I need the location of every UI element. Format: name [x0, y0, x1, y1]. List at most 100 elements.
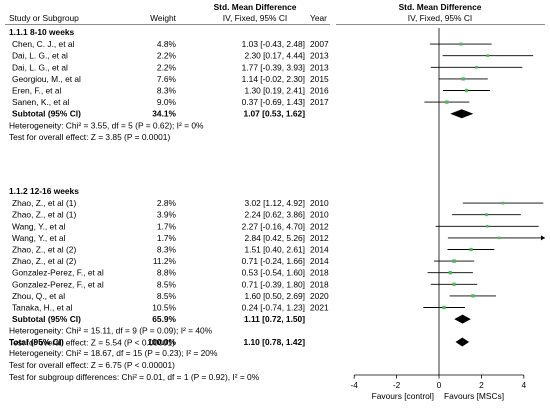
total-heterogeneity-text: Heterogeneity: Chi² = 18.67, df = 15 (P … — [9, 348, 218, 358]
study-name: Wang, Y., et al — [12, 221, 66, 231]
study-ci-text: 2.24 [0.62, 3.86] — [244, 210, 305, 220]
study-name: Sanen, K., et al — [12, 97, 69, 107]
study-name: Dai, L. G., et al — [12, 62, 68, 72]
study-ci-text: 1.14 [-0.02, 2.30] — [242, 74, 305, 84]
subtotal-diamond — [454, 314, 471, 324]
weight-column-header: Weight — [150, 13, 177, 23]
study-estimate-marker — [464, 88, 469, 93]
study-ci-text: 3.02 [1.12, 4.92] — [244, 198, 305, 208]
study-estimate-marker — [471, 294, 475, 298]
study-year: 2014 — [310, 245, 329, 255]
subtotal-ci-text: 1.07 [0.53, 1.62] — [244, 109, 306, 119]
study-ci-text: 0.71 [-0.39, 1.80] — [242, 279, 305, 289]
study-ci-text: 2.30 [0.17, 4.44] — [244, 51, 305, 61]
study-weight: 8.3% — [157, 245, 177, 255]
study-weight: 9.0% — [157, 97, 177, 107]
study-year: 2013 — [310, 62, 329, 72]
study-name: Wang, Y., et al — [12, 233, 66, 243]
study-ci-text: 1.30 [0.19, 2.41] — [244, 86, 305, 96]
study-ci-text: 0.37 [-0.69, 1.43] — [242, 97, 305, 107]
study-year: 2013 — [310, 51, 329, 61]
study-weight: 1.7% — [157, 221, 177, 231]
subtotal-label: Subtotal (95% CI) — [12, 314, 81, 324]
study-estimate-marker — [461, 77, 465, 81]
study-weight: 8.8% — [157, 268, 177, 278]
favours-mscs-label: Favours [MSCs] — [444, 391, 504, 401]
study-year: 2014 — [310, 256, 329, 266]
study-year: 2018 — [310, 279, 329, 289]
x-axis-tick-label: 4 — [521, 380, 526, 390]
study-weight: 10.5% — [152, 303, 176, 313]
total-label: Total (95% CI) — [9, 337, 64, 347]
x-axis-tick-label: -2 — [393, 380, 401, 390]
study-year: 2010 — [310, 198, 329, 208]
study-weight: 2.8% — [157, 198, 177, 208]
study-ci-text: 1.60 [0.50, 2.69] — [244, 291, 305, 301]
study-weight: 11.2% — [153, 256, 177, 266]
study-name: Dai, L. G., et al — [12, 51, 68, 61]
study-year: 2018 — [310, 268, 329, 278]
study-year: 2010 — [310, 210, 329, 220]
plot-column-title: Std. Mean Difference — [399, 2, 482, 12]
study-name: Tanaka, H., et al — [12, 303, 73, 313]
plot-column-header: IV, Fixed, 95% CI — [408, 13, 472, 23]
study-ci-text: 2.27 [-0.16, 4.70] — [242, 221, 305, 231]
subgroup-title: 1.1.1 8-10 weeks — [9, 27, 75, 37]
study-estimate-marker — [452, 282, 456, 286]
subtotal-weight: 34.1% — [152, 109, 176, 119]
study-name: Zhou, Q., et al — [12, 291, 65, 301]
total-ci-text: 1.10 [0.78, 1.42] — [244, 337, 306, 347]
smd-column-header: IV, Fixed, 95% CI — [223, 13, 287, 23]
study-year: 2012 — [310, 221, 329, 231]
study-estimate-marker — [442, 305, 446, 310]
study-year: 2021 — [310, 303, 329, 313]
study-weight: 8.3% — [157, 86, 177, 96]
study-weight: 3.9% — [157, 210, 177, 220]
study-ci-text: 0.53 [-0.54, 1.60] — [242, 268, 305, 278]
total-diamond — [455, 337, 470, 347]
study-weight: 8.5% — [157, 279, 177, 289]
study-name: Zhao, Z., et al (2) — [12, 245, 76, 255]
study-year: 2012 — [310, 233, 329, 243]
study-ci-arrow-right — [541, 235, 545, 241]
study-estimate-marker — [486, 54, 490, 58]
overall-effect-text: Test for overall effect: Z = 5.54 (P < 0… — [9, 337, 175, 347]
study-ci-text: 1.51 [0.40, 2.61] — [244, 245, 305, 255]
study-weight: 2.2% — [157, 62, 177, 72]
study-year: 2020 — [310, 291, 329, 301]
study-estimate-marker — [445, 100, 449, 104]
study-name: Eren, F., et al — [12, 86, 61, 96]
study-estimate-marker — [497, 236, 501, 240]
study-name: Zhao, Z., et al (2) — [12, 256, 76, 266]
study-ci-text: 1.03 [-0.43, 2.48] — [242, 39, 305, 49]
subgroup-title: 1.1.2 12-16 weeks — [9, 186, 79, 196]
study-estimate-marker — [452, 259, 456, 263]
study-weight: 7.6% — [157, 74, 177, 84]
study-ci-text: 0.24 [-0.74, 1.23] — [242, 303, 305, 313]
year-column-header: Year — [310, 13, 327, 23]
study-weight: 2.2% — [157, 51, 177, 61]
study-name: Georgiou, M., et al — [12, 74, 81, 84]
subgroup-differences-text: Test for subgroup differences: Chi² = 0.… — [9, 372, 260, 382]
study-weight: 8.5% — [157, 291, 177, 301]
x-axis-tick-label: 0 — [437, 380, 442, 390]
subtotal-diamond — [450, 109, 474, 119]
study-weight: 1.7% — [157, 233, 177, 243]
study-estimate-marker — [485, 213, 488, 217]
study-estimate-marker — [448, 271, 452, 275]
study-weight: 4.8% — [157, 39, 177, 49]
smd-column-title: Std. Mean Difference — [214, 2, 297, 12]
study-name: Zhao, Z., et al (1) — [12, 198, 76, 208]
x-axis-tick-label: 2 — [479, 380, 484, 390]
study-year: 2017 — [310, 97, 329, 107]
favours-control-label: Favours [control] — [372, 391, 434, 401]
subtotal-weight: 65.9% — [152, 314, 176, 324]
study-name: Chen, C. J., et al — [12, 39, 75, 49]
study-estimate-marker — [485, 225, 489, 228]
study-estimate-marker — [475, 65, 478, 69]
study-estimate-marker — [501, 201, 505, 205]
overall-effect-text: Test for overall effect: Z = 3.85 (P = 0… — [9, 132, 170, 142]
study-year: 2007 — [310, 39, 329, 49]
